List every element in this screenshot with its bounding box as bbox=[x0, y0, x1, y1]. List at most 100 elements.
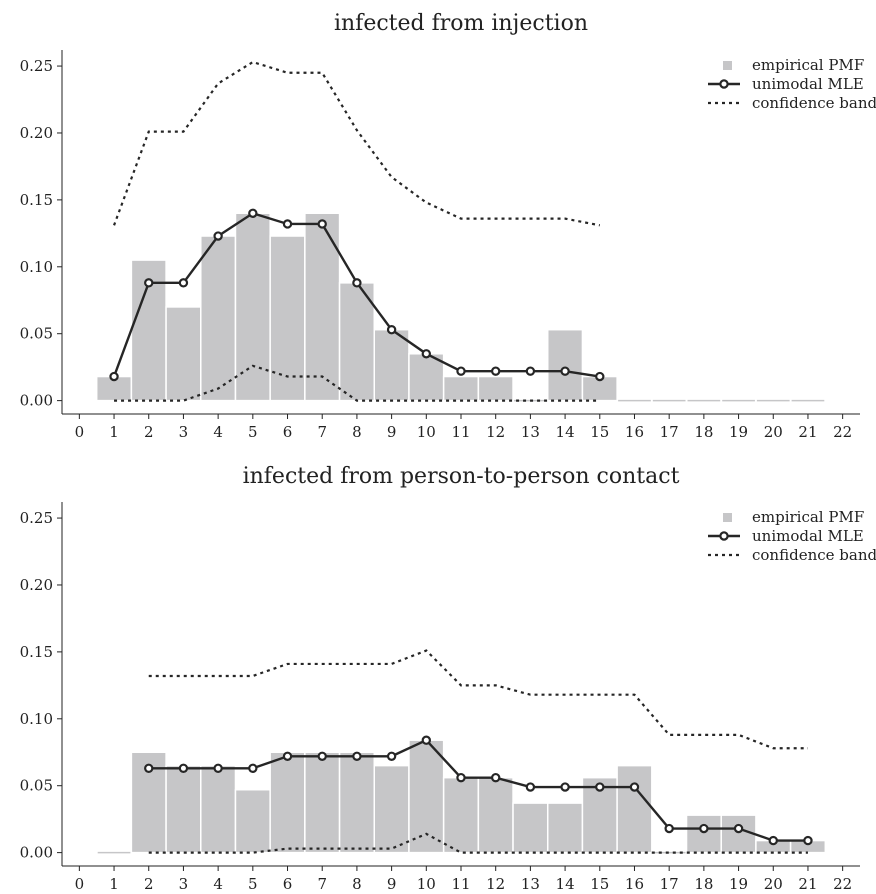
x-tick-label: 15 bbox=[590, 875, 609, 893]
x-tick-label: 17 bbox=[660, 875, 679, 893]
x-tick-label: 2 bbox=[144, 423, 154, 441]
x-tick-label: 15 bbox=[590, 423, 609, 441]
x-tick-label: 10 bbox=[417, 875, 436, 893]
mle-point bbox=[699, 823, 709, 834]
mle-point bbox=[178, 763, 189, 774]
chart-title: infected from person-to-person contact bbox=[243, 464, 680, 489]
x-tick-label: 2 bbox=[144, 875, 154, 893]
legend-label: empirical PMF bbox=[752, 56, 864, 74]
x-tick-label: 3 bbox=[179, 875, 189, 893]
y-tick-label: 0.10 bbox=[20, 710, 53, 728]
mle-point bbox=[456, 772, 466, 783]
confidence-band-upper bbox=[148, 649, 808, 750]
mle-point bbox=[213, 231, 223, 241]
x-tick-label: 10 bbox=[417, 423, 436, 441]
x-tick-label: 19 bbox=[729, 875, 748, 893]
pmf-bar bbox=[373, 328, 410, 402]
mle-point bbox=[352, 278, 362, 288]
mle-point bbox=[768, 835, 778, 846]
x-tick-label: 13 bbox=[521, 875, 540, 893]
x-tick-label: 18 bbox=[694, 875, 713, 893]
mle-point bbox=[421, 349, 432, 359]
pmf-bar bbox=[304, 212, 341, 402]
mle-point bbox=[525, 782, 536, 792]
mle-point bbox=[282, 219, 293, 229]
x-tick-label: 6 bbox=[283, 423, 293, 441]
mle-point bbox=[317, 751, 327, 761]
pmf-bar bbox=[685, 814, 722, 854]
mle-point bbox=[144, 763, 154, 774]
x-tick-label: 22 bbox=[833, 423, 852, 441]
mle-line bbox=[148, 738, 808, 842]
mle-point bbox=[733, 823, 744, 834]
y-tick-label: 0.00 bbox=[20, 844, 53, 862]
x-tick-label: 1 bbox=[109, 423, 119, 441]
mle-point bbox=[629, 782, 640, 792]
mle-point bbox=[525, 366, 536, 376]
x-tick-label: 16 bbox=[625, 875, 644, 893]
pmf-bar bbox=[477, 375, 514, 402]
x-tick-label: 16 bbox=[625, 423, 644, 441]
x-tick-label: 14 bbox=[556, 423, 575, 441]
pmf-bar bbox=[512, 802, 549, 854]
legend-swatch-mle-point bbox=[719, 531, 729, 541]
mle-point bbox=[386, 751, 397, 761]
x-tick-label: 9 bbox=[387, 423, 397, 441]
pmf-bar bbox=[477, 776, 514, 854]
mle-point bbox=[109, 371, 119, 382]
x-tick-label: 21 bbox=[798, 423, 817, 441]
y-tick-label: 0.25 bbox=[20, 57, 53, 75]
legend-label: confidence band bbox=[752, 94, 876, 112]
x-tick-label: 11 bbox=[451, 875, 470, 893]
x-tick-label: 12 bbox=[486, 875, 505, 893]
x-tick-label: 20 bbox=[764, 423, 783, 441]
x-tick-label: 0 bbox=[75, 875, 85, 893]
chart-title: infected from injection bbox=[334, 11, 588, 36]
x-tick-label: 0 bbox=[75, 423, 85, 441]
legend-swatch-pmf bbox=[723, 61, 732, 70]
x-tick-label: 1 bbox=[109, 875, 119, 893]
x-tick-label: 21 bbox=[798, 875, 817, 893]
x-tick-label: 17 bbox=[660, 423, 679, 441]
pmf-bar bbox=[442, 375, 480, 402]
x-tick-label: 8 bbox=[352, 423, 362, 441]
x-tick-label: 8 bbox=[352, 875, 362, 893]
mle-point bbox=[248, 208, 258, 218]
pmf-bar bbox=[338, 751, 376, 854]
pmf-bar bbox=[200, 764, 237, 854]
mle-point bbox=[178, 278, 189, 288]
x-tick-label: 5 bbox=[248, 423, 258, 441]
y-tick-label: 0.10 bbox=[20, 258, 53, 276]
mle-point bbox=[490, 366, 501, 376]
mle-point bbox=[560, 782, 570, 792]
x-tick-label: 4 bbox=[213, 875, 223, 893]
confidence-band-lower bbox=[114, 364, 600, 402]
y-tick-label: 0.05 bbox=[20, 777, 53, 795]
confidence-band-lower bbox=[148, 832, 808, 854]
mle-point bbox=[144, 278, 154, 288]
legend-label: confidence band bbox=[752, 546, 876, 564]
legend-label: empirical PMF bbox=[752, 508, 864, 526]
y-tick-label: 0.15 bbox=[20, 191, 53, 209]
legend-label: unimodal MLE bbox=[752, 527, 864, 545]
legend-swatch-pmf bbox=[723, 513, 732, 522]
mle-point bbox=[213, 763, 223, 774]
pmf-bar bbox=[165, 764, 202, 854]
y-tick-label: 0.05 bbox=[20, 325, 53, 343]
mle-point bbox=[490, 772, 501, 783]
legend-label: unimodal MLE bbox=[752, 75, 864, 93]
pmf-bar bbox=[442, 776, 480, 854]
x-tick-label: 7 bbox=[317, 423, 327, 441]
x-tick-label: 4 bbox=[213, 423, 223, 441]
x-tick-label: 5 bbox=[248, 875, 258, 893]
mle-point bbox=[664, 823, 674, 834]
x-tick-label: 14 bbox=[556, 875, 575, 893]
x-tick-label: 22 bbox=[833, 875, 852, 893]
mle-point bbox=[560, 366, 570, 376]
pmf-bar bbox=[234, 788, 271, 854]
pmf-bar bbox=[373, 764, 410, 854]
mle-point bbox=[352, 751, 362, 761]
chart-panel-1: infected from injection 0.00 0.05 0.10 0.15 0… bbox=[20, 11, 876, 441]
